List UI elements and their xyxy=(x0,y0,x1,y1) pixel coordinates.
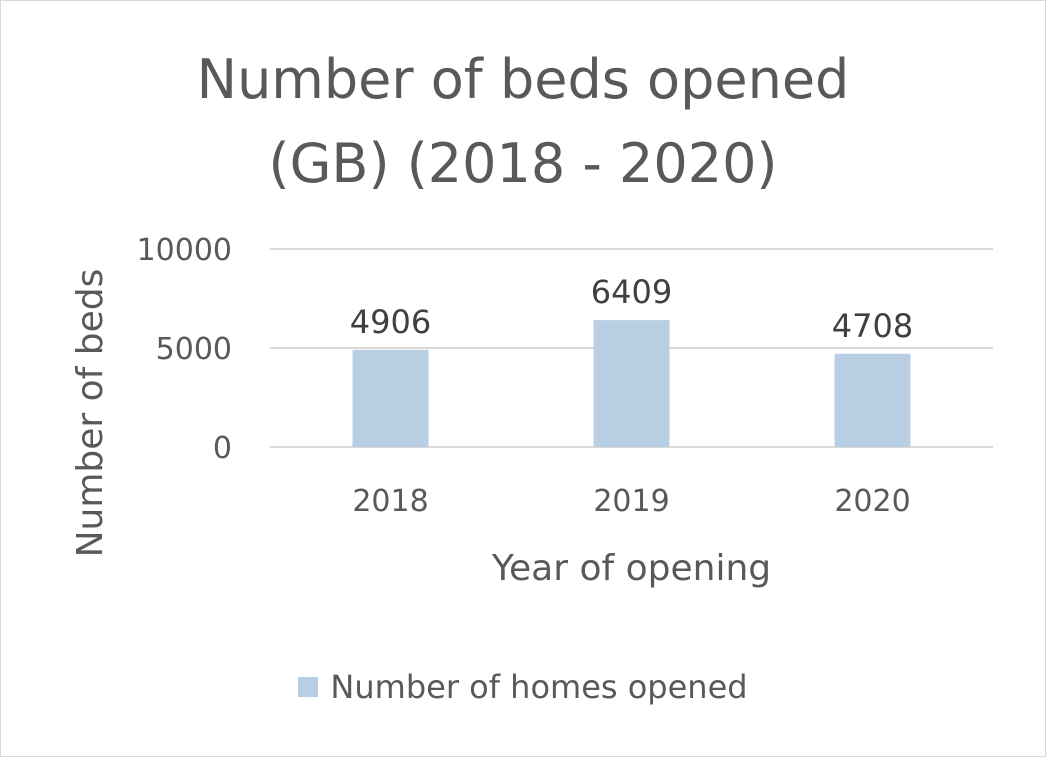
x-tick-label: 2020 xyxy=(834,484,910,519)
x-tick-label: 2019 xyxy=(593,484,669,519)
data-label: 6409 xyxy=(591,273,672,311)
legend-swatch xyxy=(298,677,319,697)
y-tick-label: 0 xyxy=(213,431,232,466)
y-axis-title: Number of beds xyxy=(70,269,111,558)
chart-title-line-2: (GB) (2018 - 2020) xyxy=(268,132,778,195)
x-tick-label: 2018 xyxy=(352,484,428,519)
chart-title: Number of beds opened (GB) (2018 - 2020) xyxy=(0,38,1046,206)
bar xyxy=(352,349,429,447)
y-tick-label: 5000 xyxy=(156,332,232,367)
x-axis-title: Year of opening xyxy=(491,548,771,589)
legend-label: Number of homes opened xyxy=(330,668,748,706)
legend: Number of homes opened xyxy=(0,668,1046,706)
y-tick-label: 10000 xyxy=(137,233,232,268)
bar xyxy=(834,353,911,447)
data-label: 4708 xyxy=(832,307,913,345)
data-label: 4906 xyxy=(350,303,431,341)
chart-title-line-1: Number of beds opened xyxy=(196,48,850,111)
bar xyxy=(593,320,670,447)
